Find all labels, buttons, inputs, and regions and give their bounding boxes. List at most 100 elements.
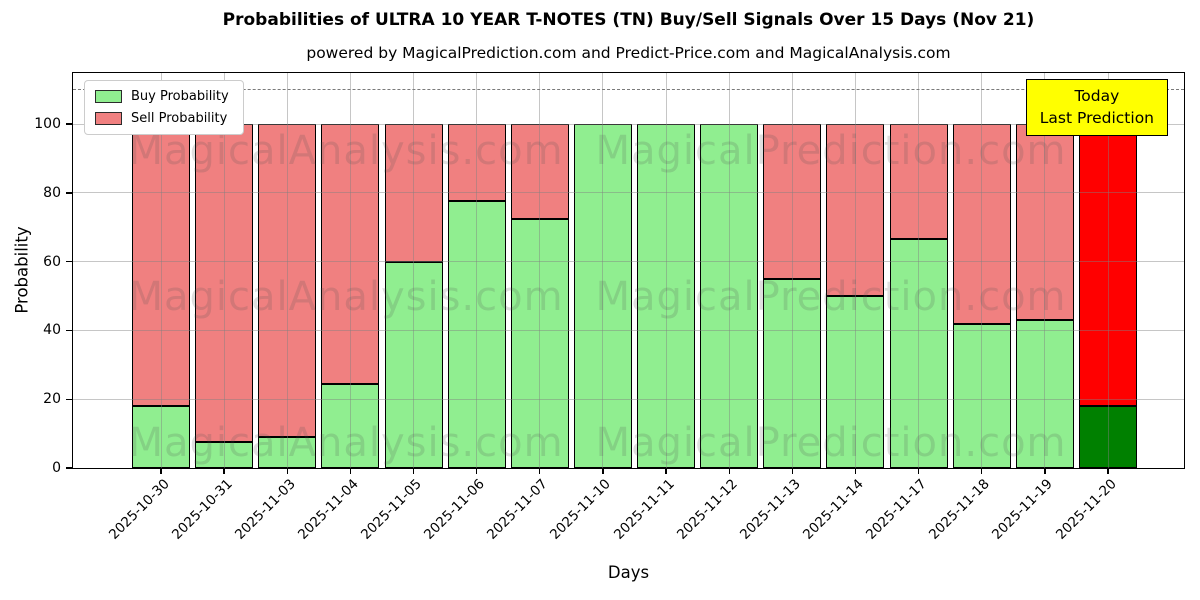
- buy-segment: [763, 278, 822, 468]
- v-gridline: [286, 73, 288, 468]
- x-tick-label-text: 2025-11-20: [1052, 476, 1120, 543]
- buy-segment: [700, 124, 759, 468]
- v-gridline: [413, 73, 415, 468]
- buy-segment: [195, 442, 254, 468]
- sell-segment: [321, 124, 380, 384]
- x-tick: [160, 468, 162, 474]
- buy-segment: [384, 261, 443, 468]
- v-gridline: [728, 73, 730, 468]
- y-tick-label: 0: [52, 460, 61, 476]
- x-tick: [981, 468, 983, 474]
- bar-2025-11-10: [573, 124, 632, 468]
- buy-segment: [889, 239, 948, 468]
- x-tick-label-text: 2025-11-17: [863, 476, 930, 543]
- buy-segment: [637, 124, 696, 468]
- h-gridline: [73, 192, 1184, 194]
- x-tick-label-text: 2025-10-30: [105, 476, 173, 543]
- x-tick-label-text: 2025-11-07: [484, 476, 552, 543]
- x-tick: [917, 468, 920, 474]
- buy-segment: [510, 218, 569, 468]
- x-tick-label-text: 2025-11-10: [547, 476, 615, 543]
- v-gridline: [223, 73, 225, 468]
- x-tick: [791, 468, 794, 474]
- y-tick-label: 80: [43, 184, 61, 201]
- v-gridline: [1044, 73, 1046, 468]
- y-tick-label: 40: [43, 322, 61, 339]
- v-gridline: [539, 73, 541, 468]
- v-gridline: [981, 73, 983, 468]
- h-gridline: [73, 123, 1184, 125]
- x-tick-label-text: 2025-11-04: [294, 476, 362, 543]
- x-axis-label: Days: [607, 563, 650, 582]
- buy-segment: [258, 437, 317, 468]
- v-gridline: [476, 73, 478, 468]
- sell-segment: [763, 124, 822, 279]
- bar-2025-11-13: [763, 124, 822, 468]
- today-annotation-line2: Last Prediction: [1039, 109, 1154, 128]
- x-tick-label-text: 2025-11-06: [421, 476, 488, 543]
- bar-2025-11-06: [447, 124, 506, 468]
- y-tick: [66, 329, 72, 332]
- legend-item-buy: Buy Probability: [95, 89, 229, 104]
- bar-2025-11-07: [510, 124, 569, 468]
- x-tick-label-text: 2025-11-12: [673, 476, 741, 543]
- v-gridline: [854, 73, 856, 468]
- y-tick: [66, 467, 72, 469]
- v-gridline: [791, 73, 793, 468]
- bar-2025-11-18: [952, 124, 1011, 468]
- bar-2025-11-04: [321, 124, 380, 468]
- buy-segment: [132, 406, 190, 468]
- sell-segment: [195, 124, 254, 443]
- x-tick-label-text: 2025-11-05: [358, 476, 425, 543]
- sell-segment: [889, 124, 948, 240]
- v-gridline: [349, 73, 351, 468]
- y-tick: [66, 260, 72, 263]
- dashed-reference-line: [73, 88, 1184, 90]
- x-tick: [539, 468, 541, 474]
- x-tick-label-text: 2025-10-31: [168, 476, 236, 543]
- buy-segment: [826, 296, 885, 468]
- x-tick: [854, 468, 857, 474]
- y-tick-label: 20: [43, 391, 61, 408]
- bar-2025-11-05: [384, 124, 443, 468]
- watermark-text: MagicalAnalysis.com: [128, 420, 564, 466]
- sell-segment: [826, 124, 885, 296]
- sell-swatch-icon: [95, 112, 122, 125]
- x-tick-label-text: 2025-11-03: [231, 476, 299, 543]
- y-tick-label: 100: [34, 116, 61, 132]
- buy-segment: [447, 201, 506, 468]
- bar-2025-11-14: [826, 124, 885, 468]
- buy-swatch-icon: [95, 90, 122, 103]
- buy-segment: [1079, 406, 1137, 468]
- watermark-text: MagicalAnalysis.com: [128, 274, 564, 320]
- today-annotation-line1: Today: [1074, 87, 1120, 105]
- x-tick-label-text: 2025-11-18: [926, 476, 994, 543]
- legend-buy-label: Buy Probability: [131, 89, 229, 104]
- x-tick: [1107, 468, 1109, 474]
- buy-segment: [321, 383, 380, 468]
- x-tick: [349, 468, 352, 474]
- v-gridline: [665, 73, 667, 468]
- x-tick: [475, 468, 478, 474]
- sell-segment: [1079, 124, 1137, 407]
- watermark-text: MagicalPrediction.com: [595, 128, 1067, 174]
- sell-segment: [132, 124, 190, 407]
- legend-item-sell: Sell Probability: [95, 111, 229, 126]
- x-tick: [602, 468, 604, 474]
- buy-segment: [952, 323, 1011, 468]
- x-tick: [223, 468, 225, 474]
- x-tick: [728, 468, 730, 474]
- bar-2025-11-17: [889, 124, 948, 468]
- watermark-text: MagicalPrediction.com: [595, 274, 1067, 320]
- today-annotation: Today Last Prediction: [1025, 79, 1168, 136]
- legend-sell-label: Sell Probability: [131, 111, 228, 126]
- x-tick-label-text: 2025-11-13: [736, 476, 804, 543]
- x-tick: [1044, 468, 1046, 474]
- y-axis-label: Probability: [12, 226, 32, 314]
- sell-segment: [510, 124, 569, 219]
- sell-segment: [258, 124, 317, 438]
- bar-2025-11-11: [637, 124, 696, 468]
- y-tick: [66, 192, 72, 194]
- v-gridline: [918, 73, 920, 468]
